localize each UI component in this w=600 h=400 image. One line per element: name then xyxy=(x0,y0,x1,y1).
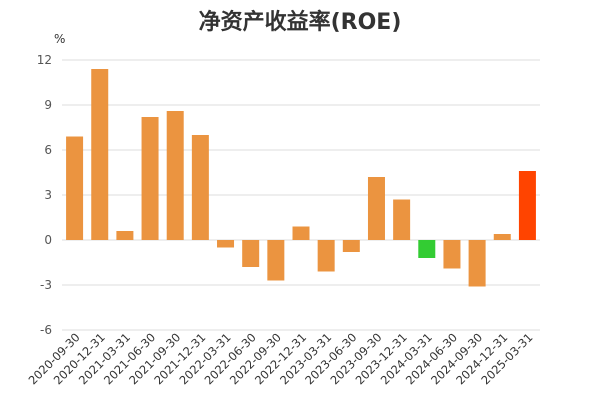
bar xyxy=(141,117,159,240)
chart-title: 净资产收益率(ROE) xyxy=(198,10,402,35)
bar xyxy=(418,240,436,258)
y-tick-label: -6 xyxy=(40,323,52,337)
bar xyxy=(342,240,360,252)
bar xyxy=(242,240,260,267)
y-tick-label: 12 xyxy=(37,53,52,67)
bar xyxy=(217,240,235,248)
bar xyxy=(393,199,411,240)
y-axis-unit-label: % xyxy=(54,32,66,46)
y-tick-label: 0 xyxy=(44,233,52,247)
bar xyxy=(468,240,486,287)
bar xyxy=(518,171,536,240)
bar xyxy=(191,135,209,240)
bar xyxy=(66,136,84,240)
y-tick-label: 9 xyxy=(44,98,52,112)
bar xyxy=(91,69,109,240)
y-tick-label: 3 xyxy=(44,188,52,202)
y-tick-label: 6 xyxy=(44,143,52,157)
bar xyxy=(267,240,285,281)
bar xyxy=(493,234,511,240)
bar xyxy=(443,240,461,269)
bar xyxy=(367,177,385,240)
bar xyxy=(292,226,310,240)
y-tick-label: -3 xyxy=(40,278,52,292)
bar xyxy=(317,240,335,272)
bar xyxy=(116,231,134,240)
bar xyxy=(166,111,184,240)
